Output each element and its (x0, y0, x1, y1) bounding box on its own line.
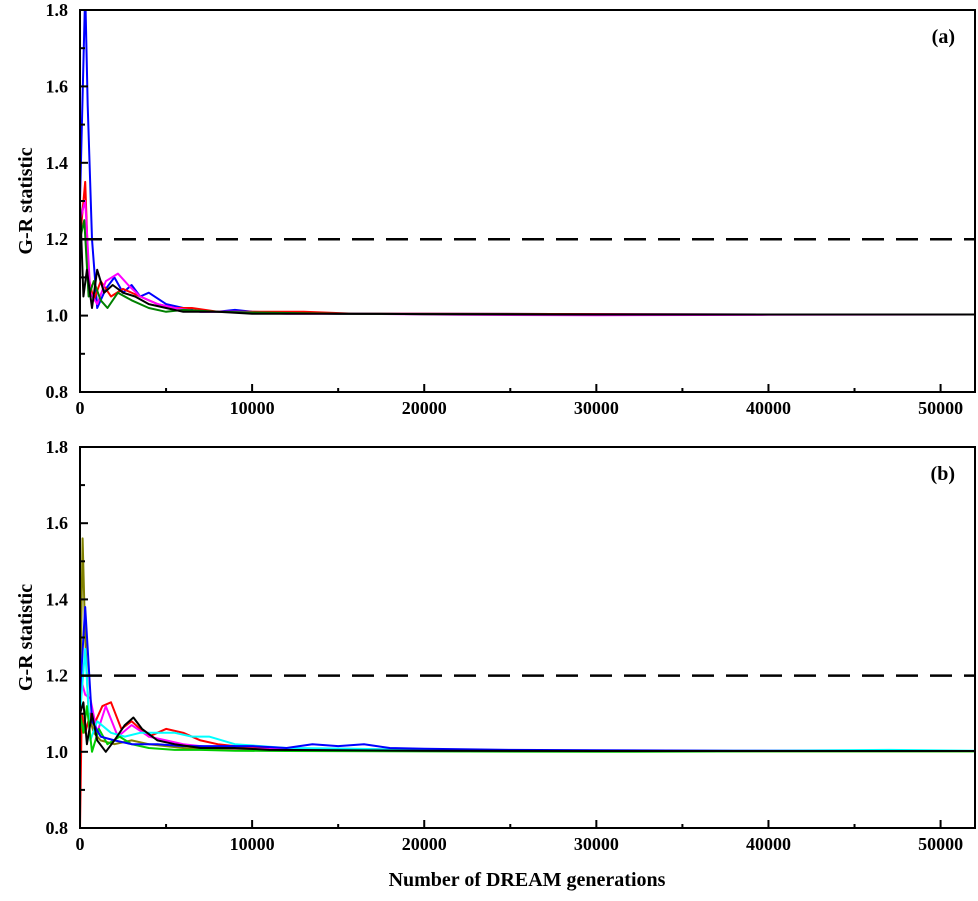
x-tick-label: 0 (76, 834, 85, 854)
y-tick-label: 0.8 (46, 818, 69, 838)
y-tick-label: 1.4 (46, 153, 69, 173)
series-line-2 (80, 180, 975, 316)
series-line-4 (80, 647, 975, 752)
x-tick-label: 10000 (230, 834, 275, 854)
panel-label: (b) (931, 463, 955, 485)
y-tick-label: 1.6 (46, 76, 69, 96)
x-tick-label: 20000 (402, 398, 447, 418)
x-tick-label: 50000 (918, 834, 963, 854)
series-line-6 (80, 606, 975, 752)
series-line-5 (80, 705, 975, 753)
series-line-2 (80, 701, 975, 828)
x-tick-label: 30000 (574, 834, 619, 854)
series-group (80, 10, 975, 317)
y-tick-label: 1.0 (46, 742, 69, 762)
y-tick-label: 1.0 (46, 306, 69, 326)
x-axis-title: Number of DREAM generations (389, 869, 666, 891)
series-line-5 (80, 200, 975, 316)
y-axis-title: G-R statistic (15, 147, 37, 254)
series-line-7 (80, 701, 975, 753)
plot-frame (79, 9, 976, 393)
panel-b: 0 10000 20000 30000 40000 50000 0.8 1.0 1.2 1.4 1.… (15, 437, 976, 854)
panel-label: (a) (932, 26, 955, 48)
y-tick-label: 1.2 (46, 666, 69, 686)
y-axis-title: G-R statistic (15, 584, 37, 691)
y-tick-label: 1.8 (46, 0, 69, 20)
plot-frame (79, 446, 976, 829)
x-tick-label: 40000 (746, 834, 791, 854)
x-tick-label: 20000 (402, 834, 447, 854)
x-tick-label: 50000 (918, 398, 963, 418)
series-line-1 (80, 10, 975, 316)
y-tick-label: 1.2 (46, 229, 69, 249)
x-tick-label: 30000 (574, 398, 619, 418)
x-tick-label: 40000 (746, 398, 791, 418)
panel-a: 0 10000 20000 30000 40000 50000 0.8 1.0 1.2 1.4 1.… (15, 0, 976, 418)
y-tick-label: 0.8 (46, 382, 69, 402)
series-line-3 (80, 675, 975, 752)
series-line-1 (80, 537, 975, 753)
series-group (80, 537, 975, 828)
y-tick-label: 1.6 (46, 513, 69, 533)
series-line-4 (80, 219, 975, 316)
x-tick-label: 10000 (230, 398, 275, 418)
x-tick-label: 0 (76, 398, 85, 418)
y-tick-label: 1.8 (46, 437, 69, 457)
series-line-3 (80, 200, 975, 317)
y-tick-label: 1.4 (46, 589, 69, 609)
